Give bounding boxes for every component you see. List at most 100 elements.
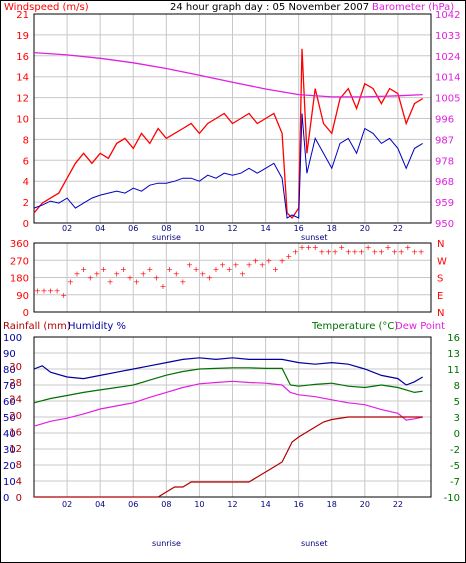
direction-point: + <box>193 265 200 274</box>
direction-point: + <box>113 269 120 278</box>
direction-point: + <box>213 265 220 274</box>
wind-x-tick-label: 04 <box>95 224 105 233</box>
direction-point: + <box>153 274 160 283</box>
direction-point: + <box>305 243 312 252</box>
temp-y-tick-label: 0 <box>454 429 460 440</box>
rain-y-tick-label: 16 <box>9 427 22 438</box>
direction-point: + <box>226 265 233 274</box>
wind-y-tick-label: 10 <box>16 115 29 126</box>
wind-y-tick-label: 8 <box>23 135 29 146</box>
rain-y-ticks: 0 4 8 12 16 20 24 28 30 <box>9 362 22 504</box>
wind-y-tick-label: 6 <box>23 156 29 167</box>
sunrise-marker: sunrise <box>152 233 181 242</box>
direction-point: + <box>80 265 87 274</box>
direction-point: + <box>385 243 392 252</box>
wind-x-tick-label: 16 <box>294 224 304 233</box>
direction-point: + <box>120 265 127 274</box>
sunset-marker-bottom: sunset <box>301 539 328 548</box>
gust-line <box>33 48 424 220</box>
temp-y-tick-label: 13 <box>447 349 460 360</box>
direction-point: + <box>94 269 101 278</box>
rainfall-label: Rainfall (mm) <box>3 321 71 332</box>
temp-y-tick-label: -10 <box>444 493 460 504</box>
direction-point: + <box>239 269 246 278</box>
temp-y-tick-label: 11 <box>447 365 460 376</box>
wind-x-tick-label: 10 <box>194 224 204 233</box>
baro-y-tick-label: 950 <box>435 219 454 230</box>
temp-x-tick-label: 04 <box>95 500 105 509</box>
baro-y-tick-label: 968 <box>435 177 454 188</box>
temp-y-tick-label: 5 <box>454 397 460 408</box>
compass-tick-label: S <box>437 274 443 285</box>
direction-point: + <box>345 248 352 257</box>
compass-tick-label: W <box>437 256 447 267</box>
temp-x-tick-label: 14 <box>260 500 270 509</box>
compass-tick-label: N <box>437 239 444 250</box>
direction-point: + <box>332 248 339 257</box>
direction-point: + <box>358 248 365 257</box>
direction-point: + <box>74 269 81 278</box>
rain-y-tick-label: 20 <box>9 411 22 422</box>
temp-x-tick-label: 02 <box>62 500 72 509</box>
direction-point: + <box>219 260 226 269</box>
humidity-y-tick-label: 30 <box>3 445 16 456</box>
direction-point: + <box>186 260 193 269</box>
direction-series: + + + + +++ ++ + +++ ++ ++ ++++ +++ + + ++ + + +++ + + +++ + +… <box>34 243 424 300</box>
direction-point: + <box>272 265 279 274</box>
direction-point: + <box>365 243 372 252</box>
humidity-y-tick-label: 60 <box>3 397 16 408</box>
rain-y-tick-label: 28 <box>9 378 22 389</box>
temp-x-tick-label: 12 <box>227 500 237 509</box>
wind-y-tick-label: 12 <box>16 94 29 105</box>
baro-y-tick-label: 996 <box>435 115 454 126</box>
direction-point: + <box>100 265 107 274</box>
direction-point: + <box>166 265 173 274</box>
rain-y-tick-label: 0 <box>16 493 22 504</box>
compass-tick-label: N <box>437 308 444 319</box>
humidity-y-tick-label: 90 <box>3 349 16 360</box>
wind-y-tick-label: 16 <box>16 52 29 63</box>
direction-y-tick-label: 180 <box>10 274 29 285</box>
temp-x-tick-label: 16 <box>294 500 304 509</box>
wind-line <box>33 113 423 219</box>
direction-point: + <box>232 260 239 269</box>
direction-point: + <box>266 256 273 265</box>
direction-point: + <box>47 287 54 296</box>
baro-y-tick-label: 1005 <box>435 94 460 105</box>
temp-series <box>33 357 424 498</box>
direction-point: + <box>318 248 325 257</box>
rain-y-tick-label: 8 <box>16 460 22 471</box>
humidity-y-tick-label: 20 <box>3 461 16 472</box>
temp-y-tick-label: -5 <box>450 461 460 472</box>
barometer-line <box>33 51 423 98</box>
humidity-y-tick-label: 80 <box>3 365 16 376</box>
humidity-y-tick-label: 0 <box>3 493 9 504</box>
baro-y-tick-label: 1033 <box>435 31 460 42</box>
rainfall-line <box>34 416 423 498</box>
direction-point: + <box>391 248 398 257</box>
direction-point: + <box>404 243 411 252</box>
dew-point-line <box>33 380 423 427</box>
temp-plot-border <box>33 336 432 498</box>
rain-y-tick-label: 30 <box>9 362 22 373</box>
direction-point: + <box>107 278 114 287</box>
direction-point: + <box>146 265 153 274</box>
baro-y-tick-label: 1042 <box>435 10 460 21</box>
temp-x-tick-label: 20 <box>360 500 370 509</box>
direction-point: + <box>34 287 41 296</box>
direction-point: + <box>199 269 206 278</box>
wind-y-tick-label: 19 <box>16 31 29 42</box>
direction-y-ticks: 0 90 180 270 360 <box>10 239 29 319</box>
rain-y-tick-label: 24 <box>9 395 22 406</box>
baro-y-tick-label: 987 <box>435 135 454 146</box>
wind-y-tick-label: 4 <box>23 177 29 188</box>
wind-x-tick-label: 22 <box>393 224 403 233</box>
temperature-line <box>33 367 423 404</box>
wind-grid <box>34 13 431 224</box>
wind-y-tick-label: 21 <box>16 10 29 21</box>
direction-point: + <box>60 291 67 300</box>
